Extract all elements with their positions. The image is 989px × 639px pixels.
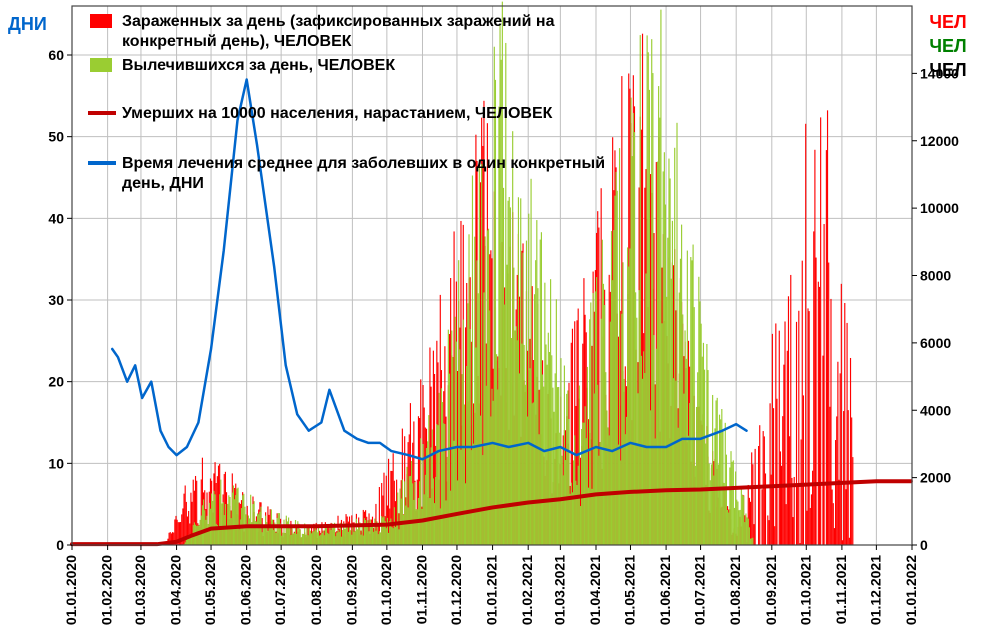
svg-text:01.02.2021: 01.02.2021: [519, 555, 535, 625]
svg-text:01.04.2021: 01.04.2021: [587, 555, 603, 625]
right-label-chel: ЧЕЛ: [929, 12, 966, 32]
svg-text:01.06.2020: 01.06.2020: [238, 555, 254, 625]
svg-text:60: 60: [48, 47, 64, 63]
svg-text:01.09.2020: 01.09.2020: [343, 555, 359, 625]
svg-text:Умерших на 10000 населения, н: Умерших на 10000 населения, нарастанием,…: [122, 105, 553, 122]
svg-text:Время лечения среднее для забо: Время лечения среднее для заболевших в о…: [122, 155, 605, 172]
svg-text:01.12.2021: 01.12.2021: [867, 555, 883, 625]
svg-text:день, ДНИ: день, ДНИ: [122, 175, 204, 192]
svg-text:01.03.2021: 01.03.2021: [551, 555, 567, 625]
right-label-chel: ЧЕЛ: [929, 60, 966, 80]
svg-text:конкретный день), ЧЕЛОВЕК: конкретный день), ЧЕЛОВЕК: [122, 33, 352, 50]
svg-text:10: 10: [48, 455, 64, 471]
svg-text:01.01.2020: 01.01.2020: [63, 555, 79, 625]
svg-text:01.11.2020: 01.11.2020: [413, 555, 429, 625]
svg-text:01.02.2020: 01.02.2020: [99, 555, 115, 625]
svg-text:01.03.2020: 01.03.2020: [132, 555, 148, 625]
right-label-chel: ЧЕЛ: [929, 36, 966, 56]
chart-container: 0 10 20 30 40 50 60 0 2000 4000 6000 8000 10000 12000…: [0, 0, 989, 639]
svg-text:0: 0: [920, 537, 928, 553]
svg-text:10000: 10000: [920, 200, 959, 216]
svg-text:Вылечившихся за день, ЧЕЛОВЕК: Вылечившихся за день, ЧЕЛОВЕК: [122, 57, 395, 74]
svg-text:01.06.2021: 01.06.2021: [657, 555, 673, 625]
svg-text:40: 40: [48, 210, 64, 226]
svg-text:20: 20: [48, 374, 64, 390]
svg-text:6000: 6000: [920, 335, 951, 351]
svg-text:0: 0: [56, 537, 64, 553]
svg-text:01.01.2021: 01.01.2021: [484, 555, 500, 625]
svg-text:01.01.2022: 01.01.2022: [903, 555, 919, 625]
svg-text:30: 30: [48, 292, 64, 308]
svg-text:01.05.2020: 01.05.2020: [202, 555, 218, 625]
svg-text:2000: 2000: [920, 470, 951, 486]
svg-text:Зараженных за день (зафиксиров: Зараженных за день (зафиксированных зара…: [122, 13, 555, 30]
svg-text:01.11.2021: 01.11.2021: [833, 555, 849, 625]
svg-text:01.07.2021: 01.07.2021: [692, 555, 708, 625]
svg-text:01.10.2020: 01.10.2020: [378, 555, 394, 625]
svg-text:50: 50: [48, 129, 64, 145]
svg-text:12000: 12000: [920, 133, 959, 149]
chart-svg: 0 10 20 30 40 50 60 0 2000 4000 6000 8000 10000 12000…: [0, 0, 989, 639]
svg-text:01.09.2021: 01.09.2021: [763, 555, 779, 625]
svg-text:4000: 4000: [920, 402, 951, 418]
svg-text:01.07.2020: 01.07.2020: [272, 555, 288, 625]
svg-text:01.05.2021: 01.05.2021: [621, 555, 637, 625]
svg-text:01.12.2020: 01.12.2020: [448, 555, 464, 625]
svg-text:01.10.2021: 01.10.2021: [797, 555, 813, 625]
svg-text:01.04.2020: 01.04.2020: [168, 555, 184, 625]
svg-text:01.08.2021: 01.08.2021: [727, 555, 743, 625]
svg-text:8000: 8000: [920, 268, 951, 284]
left-label-dni: ДНИ: [8, 14, 47, 34]
svg-text:01.08.2020: 01.08.2020: [308, 555, 324, 625]
